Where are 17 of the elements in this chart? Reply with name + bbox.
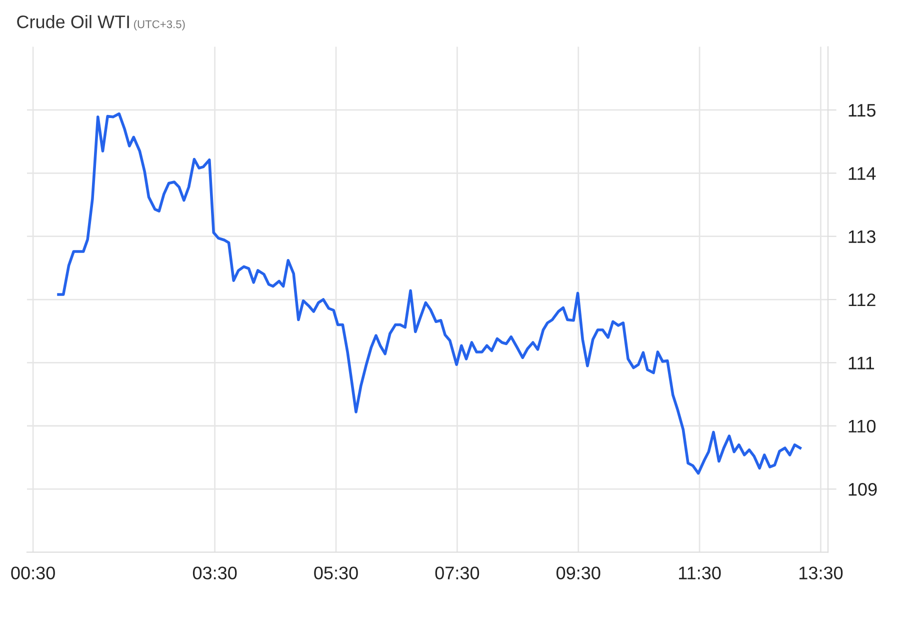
x-tick-label: 07:30 (435, 566, 480, 580)
y-tick-label: 112 (848, 293, 876, 306)
y-tick-label: 110 (848, 420, 876, 433)
x-tick-label: 05:30 (314, 566, 358, 580)
y-tick-label: 111 (848, 356, 874, 370)
chart-title: Crude Oil WTI (17, 14, 129, 28)
y-tick-label: 109 (848, 482, 877, 496)
x-tick-label: 09:30 (556, 566, 600, 580)
y-tick-label: 114 (848, 167, 876, 180)
x-tick-label: 11:30 (679, 566, 721, 580)
x-tick-label: 13:30 (800, 566, 843, 580)
x-tick-label: 00:30 (11, 566, 55, 580)
y-tick-label: 115 (848, 104, 876, 117)
line-series (57, 112, 802, 475)
x-tick-label: 03:30 (192, 566, 237, 580)
y-tick-label: 113 (848, 230, 876, 244)
chart-subtitle: (UTC+3.5) (134, 20, 185, 30)
